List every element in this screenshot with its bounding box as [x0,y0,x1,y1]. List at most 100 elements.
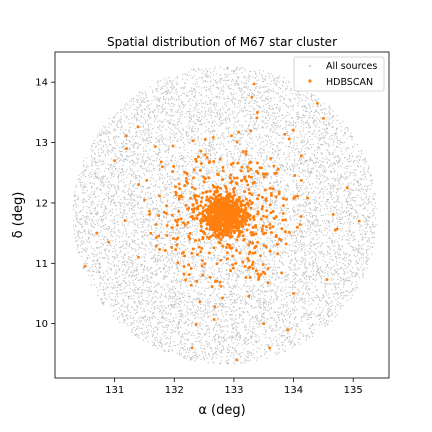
point-all-sources [236,69,238,71]
point-all-sources [310,316,313,319]
point-all-sources [142,284,144,287]
point-all-sources [107,181,109,183]
point-all-sources [227,86,229,88]
point-all-sources [223,257,225,259]
point-all-sources [206,330,208,332]
point-all-sources [157,108,159,111]
point-all-sources [219,115,221,117]
point-all-sources [145,93,147,95]
point-all-sources [95,241,97,243]
point-all-sources [116,301,119,303]
point-all-sources [367,188,369,190]
point-all-sources [287,225,289,227]
point-all-sources [321,161,323,163]
point-all-sources [152,91,154,93]
point-all-sources [121,273,124,276]
point-all-sources [319,190,321,192]
point-all-sources [235,329,237,331]
point-all-sources [178,242,180,245]
point-all-sources [216,354,218,356]
point-all-sources [108,249,110,251]
point-all-sources [274,124,276,126]
point-all-sources [241,321,243,324]
point-all-sources [317,234,319,236]
point-all-sources [235,350,238,352]
point-all-sources [185,112,187,114]
point-all-sources [189,350,191,352]
point-all-sources [252,120,255,122]
point-all-sources [137,153,140,155]
point-all-sources [275,125,277,127]
point-all-sources [301,169,303,171]
point-all-sources [222,93,224,95]
point-all-sources [182,168,184,170]
point-all-sources [125,133,127,135]
point-all-sources [282,238,284,240]
point-all-sources [213,258,215,260]
point-all-sources [124,287,126,289]
point-all-sources [187,314,189,316]
point-all-sources [189,120,191,122]
point-all-sources [302,301,304,304]
point-all-sources [166,324,168,326]
point-all-sources [110,239,112,241]
point-all-sources [123,224,125,226]
point-all-sources [132,263,134,265]
point-all-sources [351,138,353,140]
point-all-sources [320,188,323,190]
point-all-sources [140,211,142,213]
point-all-sources [354,235,356,237]
point-all-sources [285,121,287,123]
point-all-sources [105,283,108,285]
point-all-sources [247,357,249,359]
point-all-sources [314,225,316,227]
point-all-sources [279,163,281,166]
point-all-sources [218,297,220,299]
point-all-sources [150,194,152,196]
point-all-sources [206,340,208,342]
point-all-sources [139,176,141,178]
point-all-sources [290,235,292,237]
point-all-sources [198,111,200,114]
point-all-sources [156,132,158,134]
point-all-sources [235,299,237,301]
point-all-sources [309,157,312,159]
point-all-sources [82,209,84,211]
point-all-sources [302,280,304,283]
point-all-sources [142,317,144,320]
point-all-sources [293,234,295,236]
point-all-sources [297,103,299,105]
point-all-sources [278,351,280,353]
point-all-sources [333,132,335,134]
point-all-sources [245,100,247,102]
point-all-sources [233,136,235,138]
point-all-sources [293,120,295,122]
point-all-sources [297,326,299,328]
point-all-sources [198,179,200,181]
point-all-sources [325,300,327,302]
point-all-sources [334,269,336,271]
point-all-sources [355,259,357,261]
point-all-sources [235,317,237,319]
point-all-sources [230,153,232,155]
point-all-sources [292,323,294,325]
point-all-sources [194,360,196,362]
point-all-sources [161,237,164,239]
point-all-sources [267,306,269,308]
point-all-sources [285,114,287,116]
point-all-sources [146,336,148,338]
point-all-sources [359,226,361,228]
point-all-sources [218,341,220,343]
point-all-sources [137,263,139,265]
point-all-sources [132,155,134,157]
point-all-sources [181,255,183,257]
point-all-sources [235,80,237,82]
point-all-sources [311,159,314,162]
point-all-sources [364,173,366,175]
point-all-sources [185,131,187,133]
point-all-sources [82,267,84,270]
point-all-sources [287,235,289,237]
point-all-sources [241,110,243,112]
point-all-sources [225,262,227,265]
point-all-sources [352,236,354,238]
